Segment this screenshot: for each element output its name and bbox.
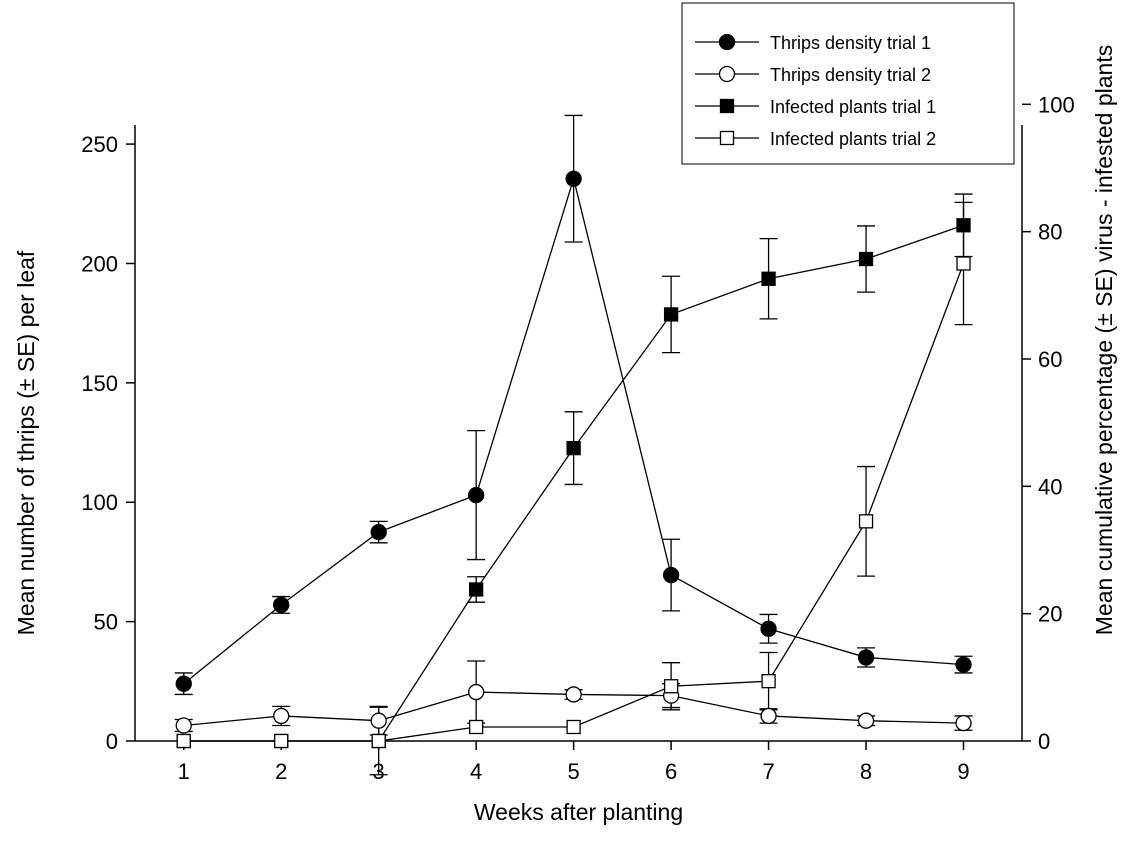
y2-tick-label: 0 [1038,729,1050,754]
data-point-infected-plants-trial-1 [566,440,581,456]
legend-label: Infected plants trial 2 [770,129,936,149]
legend-marker [718,33,736,51]
data-point-infected-plants-trial-1 [663,307,679,322]
x-tick-label: 6 [665,759,677,784]
data-point-thrips-density-trial-1 [565,170,582,187]
legend: Thrips density trial 1 Thrips density tri… [681,2,1015,165]
data-point-thrips-density-trial-1 [273,596,290,614]
data-point-infected-plants-trial-2 [956,256,971,271]
y-axis-title: Mean number of thrips (± SE) per leaf [13,250,39,635]
data-point-infected-plants-trial-2 [663,679,679,694]
data-point-infected-plants-trial-2 [761,674,776,689]
data-point-thrips-density-trial-1 [955,656,972,673]
x-tick-label: 5 [568,759,580,784]
data-point-infected-plants-trial-2 [274,733,289,749]
data-point-infected-plants-trial-1 [469,582,484,597]
data-point-thrips-density-trial-1 [175,675,192,692]
data-point-thrips-density-trial-1 [760,620,777,637]
y-tick-label: 150 [81,371,118,396]
legend-marker [718,65,736,83]
x-tick-label: 8 [860,759,872,784]
data-point-thrips-density-trial-2 [273,707,290,725]
x-tick-label: 1 [178,759,190,784]
data-point-infected-plants-trial-2 [469,719,484,735]
data-point-infected-plants-trial-1 [858,251,874,267]
data-point-thrips-density-trial-1 [370,523,387,541]
data-point-infected-plants-trial-2 [176,733,191,749]
y2-tick-label: 100 [1038,92,1075,117]
data-point-thrips-density-trial-1 [662,566,680,584]
data-point-infected-plants-trial-2 [858,514,874,529]
data-point-infected-plants-trial-1 [761,271,776,286]
y-tick-label: 250 [81,132,118,157]
y2-tick-label: 40 [1038,474,1062,499]
legend-box [681,2,1015,165]
x-tick-label: 4 [470,759,482,784]
series-line-infected-plants-trial-2 [183,263,965,742]
y-tick-label: 100 [81,490,118,515]
y-tick-label: 200 [81,251,118,276]
legend-marker [719,130,735,146]
y-tick-label: 0 [106,729,118,754]
y2-axis-title: Mean cumulative percentage (± SE) virus … [1091,45,1117,635]
data-point-thrips-density-trial-2 [955,714,972,732]
x-axis-title: Weeks after planting [474,799,683,825]
data-point-thrips-density-trial-1 [857,649,875,666]
y-tick-label: 50 [94,610,118,635]
legend-label: Thrips density trial 1 [770,33,931,53]
y2-tick-label: 20 [1038,602,1062,627]
data-point-thrips-density-trial-2 [175,717,192,734]
x-tick-label: 7 [762,759,774,784]
legend-marker [719,98,735,114]
data-point-infected-plants-trial-1 [956,218,971,233]
data-point-thrips-density-trial-2 [857,712,875,729]
markers-group [175,170,972,749]
x-tick-label: 2 [275,759,287,784]
legend-label: Infected plants trial 1 [770,97,936,117]
data-point-infected-plants-trial-2 [371,733,386,749]
legend-label: Thrips density trial 2 [770,65,931,85]
data-point-thrips-density-trial-2 [468,683,485,701]
data-point-thrips-density-trial-1 [468,486,485,504]
y2-tick-label: 60 [1038,347,1062,372]
y2-tick-label: 80 [1038,220,1062,245]
data-point-thrips-density-trial-2 [370,712,387,729]
data-point-thrips-density-trial-2 [760,707,777,725]
data-point-thrips-density-trial-2 [565,686,582,703]
data-point-infected-plants-trial-2 [566,719,581,735]
x-tick-label: 9 [957,759,969,784]
